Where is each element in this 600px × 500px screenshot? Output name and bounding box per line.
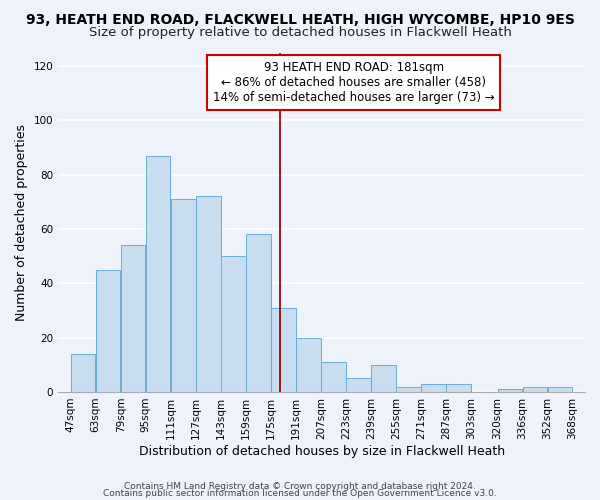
Text: Contains public sector information licensed under the Open Government Licence v3: Contains public sector information licen…	[103, 489, 497, 498]
Text: 93 HEATH END ROAD: 181sqm
← 86% of detached houses are smaller (458)
14% of semi: 93 HEATH END ROAD: 181sqm ← 86% of detac…	[213, 60, 494, 104]
Y-axis label: Number of detached properties: Number of detached properties	[15, 124, 28, 320]
Bar	[146, 156, 170, 392]
Bar	[171, 199, 196, 392]
Bar	[396, 386, 421, 392]
Text: Size of property relative to detached houses in Flackwell Heath: Size of property relative to detached ho…	[89, 26, 511, 39]
Bar	[548, 386, 572, 392]
Bar	[371, 365, 395, 392]
Bar	[271, 308, 296, 392]
Bar	[497, 389, 522, 392]
X-axis label: Distribution of detached houses by size in Flackwell Heath: Distribution of detached houses by size …	[139, 444, 505, 458]
Bar	[346, 378, 371, 392]
Bar	[71, 354, 95, 392]
Bar	[446, 384, 470, 392]
Bar	[421, 384, 446, 392]
Bar	[221, 256, 245, 392]
Bar	[196, 196, 221, 392]
Bar	[321, 362, 346, 392]
Bar	[523, 386, 547, 392]
Bar	[246, 234, 271, 392]
Bar	[296, 338, 320, 392]
Text: 93, HEATH END ROAD, FLACKWELL HEATH, HIGH WYCOMBE, HP10 9ES: 93, HEATH END ROAD, FLACKWELL HEATH, HIG…	[26, 12, 574, 26]
Text: Contains HM Land Registry data © Crown copyright and database right 2024.: Contains HM Land Registry data © Crown c…	[124, 482, 476, 491]
Bar	[121, 246, 145, 392]
Bar	[96, 270, 121, 392]
